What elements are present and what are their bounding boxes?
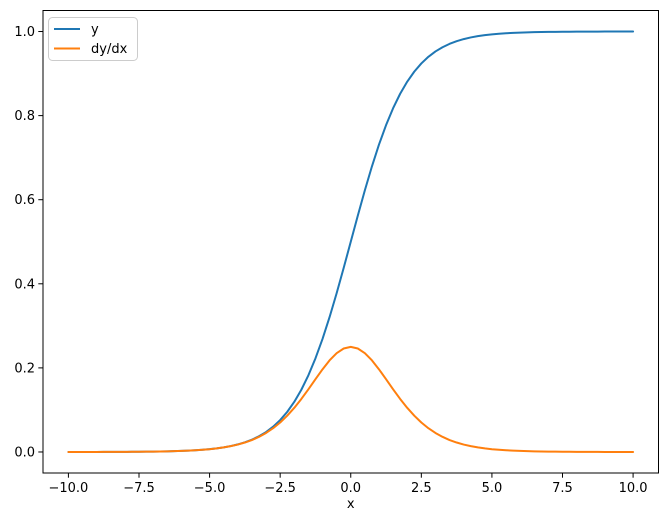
x-tick-label: 2.5 xyxy=(411,481,432,496)
x-tick-label: −7.5 xyxy=(123,481,155,496)
y-tick-label: 0.4 xyxy=(14,277,35,292)
y-tick-label: 1.0 xyxy=(14,25,35,40)
y-tick-label: 0.2 xyxy=(14,361,35,376)
x-axis-label: x xyxy=(347,497,355,512)
series-line-y xyxy=(67,30,635,453)
y-tick-label: 0.8 xyxy=(14,109,35,124)
x-tick-label: −10.0 xyxy=(48,481,88,496)
y-tick-label: 0.6 xyxy=(14,193,35,208)
x-tick-label: 0.0 xyxy=(340,481,361,496)
legend: y dy/dx xyxy=(48,17,138,61)
series-line-dydx xyxy=(67,345,635,453)
legend-label: y xyxy=(91,23,99,38)
x-tick-label: −5.0 xyxy=(194,481,226,496)
x-tick-label: 5.0 xyxy=(482,481,503,496)
x-tick-label: 10.0 xyxy=(619,481,648,496)
y-tick-label: 0.0 xyxy=(14,445,35,460)
legend-label: dy/dx xyxy=(91,42,128,57)
x-tick-label: 7.5 xyxy=(552,481,573,496)
x-tick-label: −2.5 xyxy=(264,481,296,496)
